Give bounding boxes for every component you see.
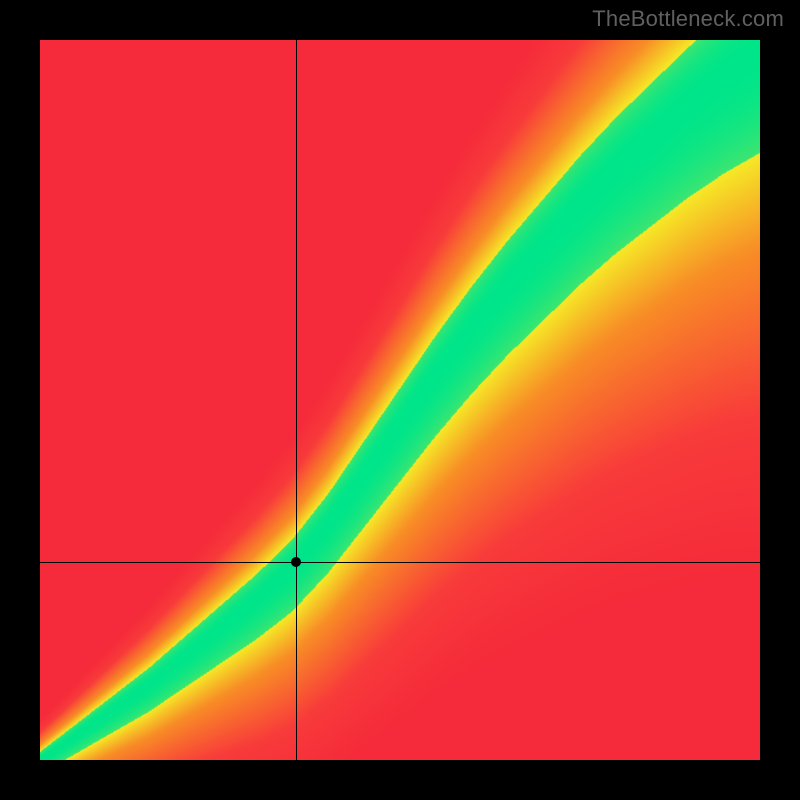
crosshair-marker [291, 557, 301, 567]
crosshair-vertical [296, 40, 297, 760]
watermark-text: TheBottleneck.com [592, 6, 784, 32]
plot-area [40, 40, 760, 760]
heatmap-canvas [40, 40, 760, 760]
crosshair-horizontal [40, 562, 760, 563]
chart-frame: TheBottleneck.com [0, 0, 800, 800]
